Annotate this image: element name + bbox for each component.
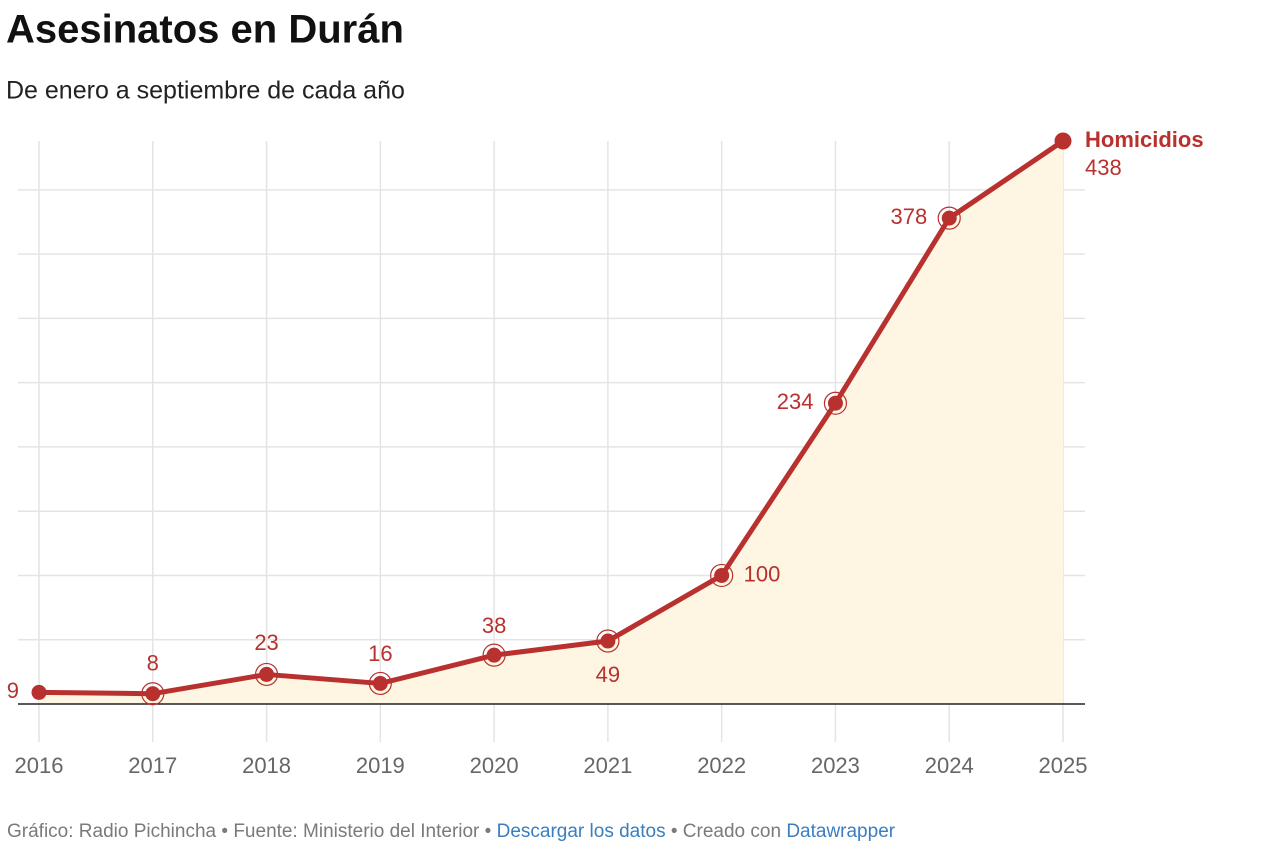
data-label: 100 [744,561,781,586]
marker [372,675,388,691]
data-label: 378 [891,204,928,229]
x-tick-label: 2017 [128,753,177,778]
footer-link[interactable]: Descargar los datos [496,821,666,842]
x-tick-label: 2023 [811,753,860,778]
marker-halo [596,629,620,653]
x-tick-label: 2025 [1039,753,1088,778]
marker-halo [482,643,506,667]
marker [827,395,843,411]
data-label: 234 [777,389,814,414]
separator: • [221,821,229,842]
chart: Asesinatos en Durán De enero a septiembr… [6,8,1204,778]
footer-link[interactable]: Datawrapper [786,821,896,842]
data-label: 16 [368,641,392,666]
marker [1054,132,1072,150]
marker-halo [254,662,279,687]
data-label: 8 [147,651,159,676]
x-tick-label: 2022 [697,753,746,778]
chart-subtitle: De enero a septiembre de cada año [6,77,405,105]
x-tick-label: 2024 [925,753,974,778]
data-label: 23 [254,630,278,655]
data-label: 49 [596,662,620,687]
marker [145,686,161,702]
marker-halo [368,671,392,696]
data-label: 38 [482,613,506,638]
marker [714,567,730,583]
marker [486,647,502,663]
marker-halo [823,391,848,415]
marker-halo [937,206,961,230]
x-tick-label: 2019 [356,753,405,778]
footer: Gráfico: Radio Pichincha • Fuente: Minis… [7,821,895,843]
marker-halo [710,563,734,588]
separator: • [484,821,492,842]
x-tick-label: 2021 [583,753,632,778]
x-tick-label: 2020 [470,753,519,778]
marker [259,666,275,682]
x-tick-label: 2016 [15,753,64,778]
data-label: 9 [7,678,19,703]
footer-text: Gráfico: Radio Pichincha [7,821,217,842]
x-tick-label: 2018 [242,753,291,778]
chart-title: Asesinatos en Durán [6,8,404,52]
separator: • [670,821,678,842]
area [39,141,1063,704]
data-label: 438 [1085,155,1122,180]
marker [600,633,616,649]
marker [31,684,47,700]
line [38,138,1065,697]
series-label: Homicidios [1085,127,1204,152]
marker-halo [141,682,165,706]
marker [941,210,957,226]
footer-text: Creado con [682,821,782,842]
footer-text: Fuente: Ministerio del Interior [233,821,480,842]
